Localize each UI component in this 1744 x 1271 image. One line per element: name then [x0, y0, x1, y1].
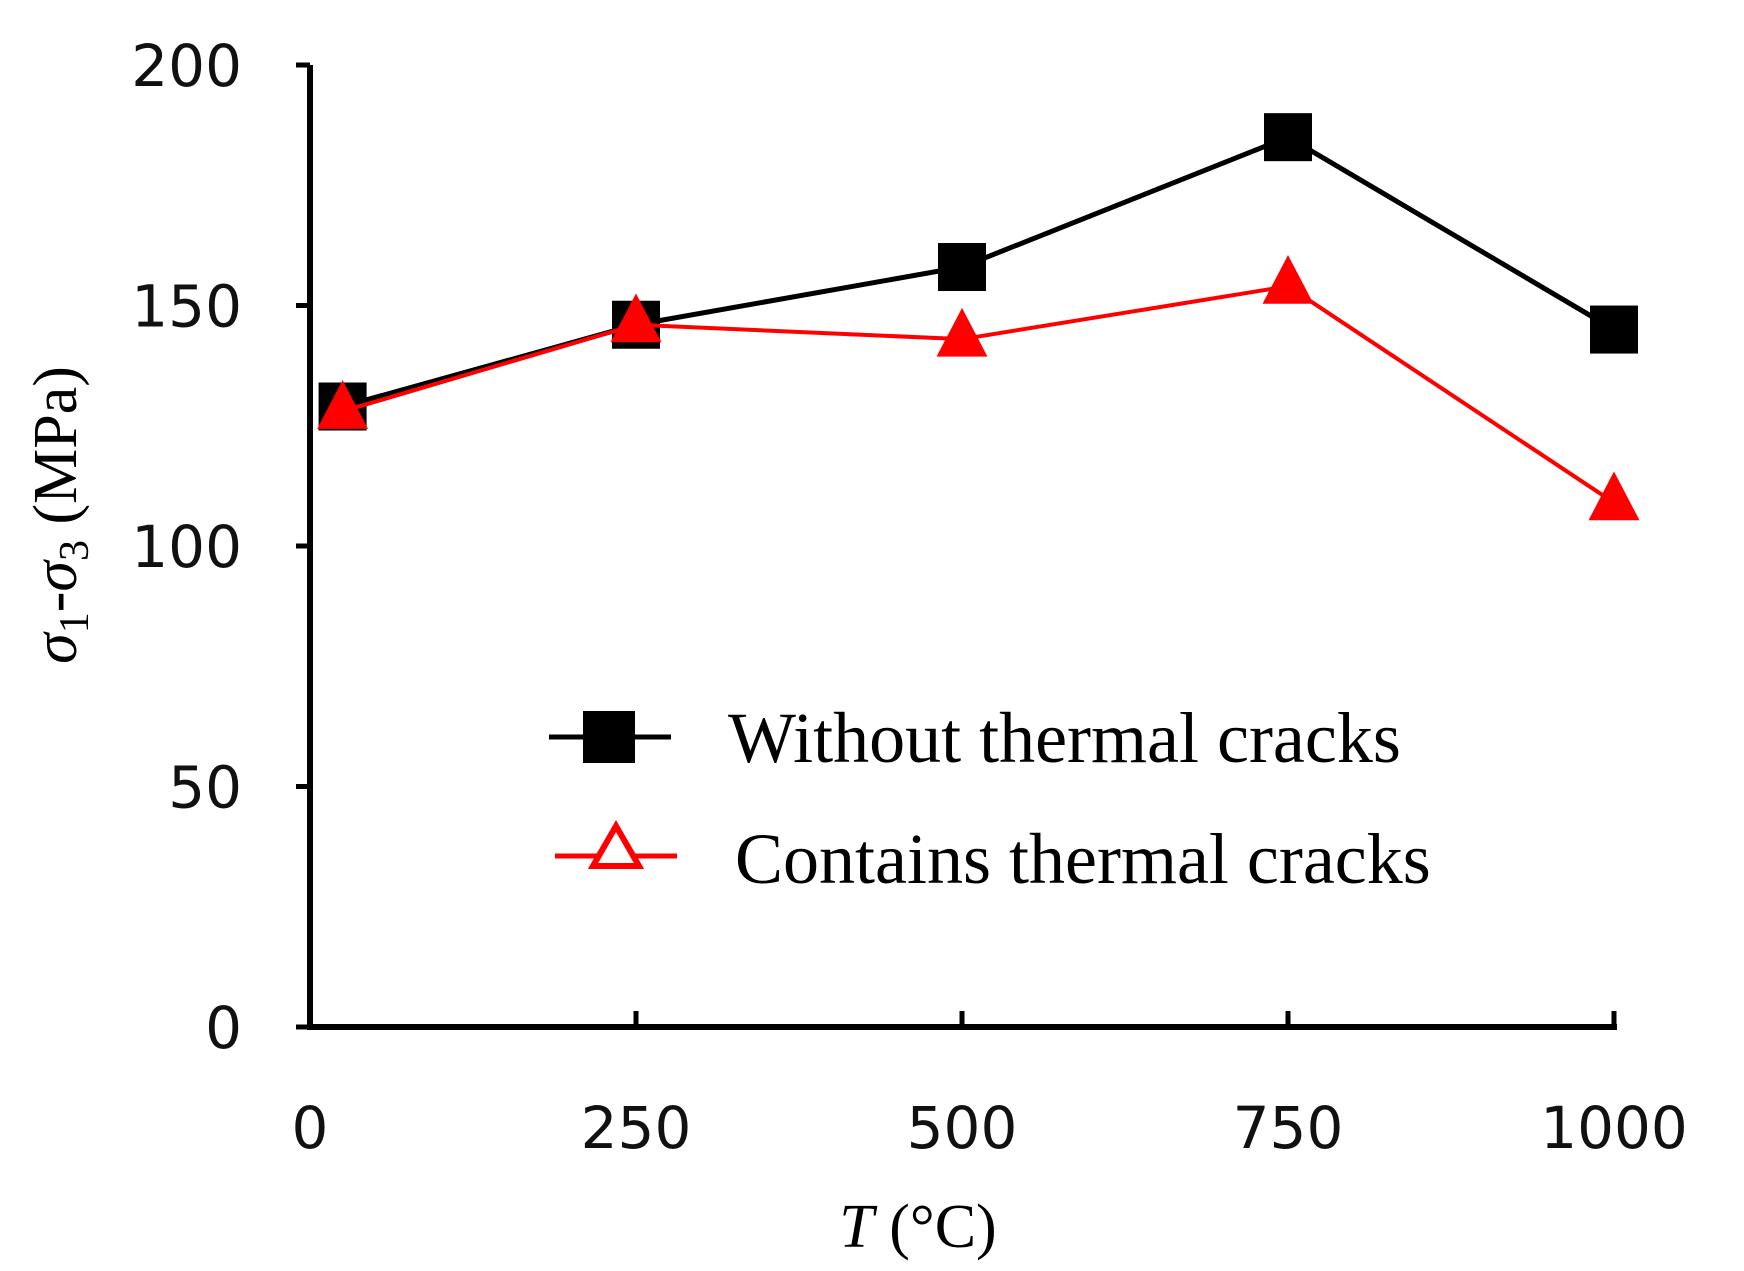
x-tick-label: 0: [292, 1094, 329, 1162]
data-point-square: [938, 243, 986, 292]
data-point-triangle: [936, 307, 988, 357]
y-tick-label: 100: [131, 513, 242, 581]
legend-label-contains-thermal-cracks: Contains thermal cracks: [735, 819, 1431, 899]
data-point-triangle: [1262, 255, 1314, 304]
x-axis-ticks: 0 250 500 750 1000: [292, 1011, 1688, 1162]
y-tick-label: 50: [168, 754, 242, 822]
series-layer: [317, 113, 1640, 521]
legend-item-contains-thermal-cracks: Contains thermal cracks: [555, 819, 1431, 899]
data-point-triangle: [317, 380, 369, 429]
legend-triangle-marker-icon: [587, 819, 645, 869]
x-tick-label: 500: [907, 1094, 1018, 1162]
x-tick-label: 250: [581, 1094, 692, 1162]
legend-item-without-thermal-cracks: Without thermal cracks: [549, 698, 1401, 778]
legend-square-marker-icon: [583, 711, 635, 763]
data-point-square: [1264, 113, 1312, 162]
y-tick-label: 200: [131, 32, 242, 100]
x-axis-title: T (°C): [839, 1193, 996, 1261]
x-tick-label: 750: [1233, 1094, 1344, 1162]
series-line: [342, 284, 1616, 505]
y-axis-title: σ1-σ3 (MPa): [22, 366, 98, 664]
data-point-square: [1590, 305, 1638, 354]
legend: Without thermal cracks Contains thermal …: [549, 698, 1431, 899]
series-without-thermal-cracks: [318, 113, 1638, 431]
data-point-triangle: [610, 293, 662, 343]
x-tick-label: 1000: [1540, 1094, 1688, 1162]
y-tick-label: 0: [205, 994, 242, 1062]
y-tick-label: 150: [131, 273, 242, 341]
y-axis-ticks: 0 50 100 150 200: [131, 32, 310, 1062]
legend-label-without-thermal-cracks: Without thermal cracks: [728, 698, 1401, 778]
series-contains-thermal-cracks: [317, 255, 1640, 521]
data-point-triangle: [1588, 471, 1640, 521]
